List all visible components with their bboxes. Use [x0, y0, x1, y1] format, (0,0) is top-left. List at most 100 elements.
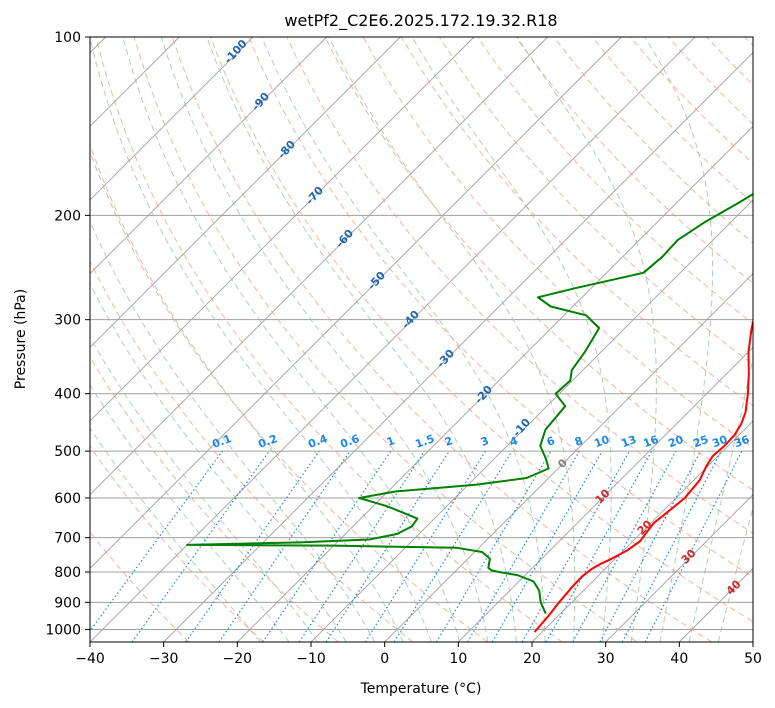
isotherm-line [605, 494, 753, 642]
y-tick-label: 600 [54, 491, 81, 507]
mixing-ratio-label: 1 [385, 434, 397, 449]
moist-adiabat-line [90, 37, 432, 642]
moist-adiabat-line [90, 336, 319, 642]
moist-adiabat-line [122, 37, 461, 642]
grid-layer [90, 37, 753, 642]
mixing-ratio-line [572, 450, 677, 642]
dry-adiabat-line [210, 37, 753, 623]
moist-adiabat-line [688, 355, 753, 642]
moist-adiabat-line [90, 282, 347, 642]
mixing-ratio-label: 6 [545, 434, 557, 449]
x-tick-label: 10 [449, 651, 467, 667]
x-tick-label: −10 [296, 651, 326, 667]
moist-adiabat-line [90, 383, 290, 642]
isotherm-line [90, 37, 475, 422]
x-axis-label: Temperature (°C) [360, 681, 482, 697]
moist-adiabat-line [90, 220, 376, 642]
mixing-ratio-label: 0.2 [256, 432, 279, 451]
y-tick-label: 700 [54, 531, 81, 547]
mixing-ratio-label: 13 [619, 433, 638, 450]
moist-adiabat-line [206, 37, 517, 642]
isotherm-line [90, 37, 696, 642]
mixing-ratio-label: 4 [508, 434, 520, 449]
mixing-ratio-label: 16 [641, 433, 660, 451]
y-tick-label: 500 [54, 444, 81, 460]
dry-adiabat-line [90, 356, 339, 642]
moist-adiabat-line [411, 37, 612, 642]
isotherm-line [90, 37, 327, 275]
y-axis-label: Pressure (hPa) [13, 289, 29, 389]
dry-adiabat-line [324, 37, 753, 491]
dry-adiabat-line [95, 37, 563, 642]
y-tick-label: 900 [54, 595, 81, 611]
dry-adiabat-line [90, 259, 414, 642]
plot-area: -100-90-80-70-60-50-40-30-20-100.1 0.2 0.4… [90, 37, 753, 642]
mixing-ratio-label: 36 [732, 433, 751, 451]
mixing-ratio-line [435, 450, 552, 642]
mixing-ratio-label: 0.1 [210, 432, 233, 451]
isotherm-line [458, 346, 753, 642]
mixing-ratio-label: 20 [666, 433, 685, 451]
mixing-ratio-label: 30 [710, 433, 729, 451]
mixing-ratio-line [185, 450, 320, 642]
mixing-ratio-label: 0.4 [306, 432, 329, 451]
y-tick-label: 200 [54, 208, 81, 224]
isotherm-line [384, 273, 753, 642]
mixing-ratio-line [466, 450, 580, 642]
x-tick-label: 20 [523, 651, 541, 667]
isotherm-line [90, 37, 401, 348]
isotherm-line [163, 52, 753, 642]
x-tick-label: −30 [149, 651, 179, 667]
mixing-ratio-label: 25 [691, 433, 710, 450]
mixing-ratio-label: 3 [479, 434, 491, 449]
moist-adiabat-line [717, 506, 753, 642]
mixing-ratio-label: 0.6 [338, 432, 361, 451]
dry-adiabat-line [515, 37, 753, 284]
dry-adiabats [90, 37, 753, 642]
mixing-ratio-line [521, 450, 631, 642]
dry-adiabat-line [171, 37, 712, 642]
isotherm-line [531, 420, 753, 642]
moist-adiabat-line [644, 37, 713, 642]
dry-adiabat-line [248, 37, 753, 578]
mixing-ratio-label: 2 [443, 434, 455, 449]
mixing-ratio-line [545, 450, 653, 642]
mixing-ratio-line [218, 450, 351, 642]
x-tick-label: 0 [380, 651, 389, 667]
y-tick-label: 100 [54, 30, 81, 46]
plot-frame [89, 36, 754, 643]
isotherm-line [90, 37, 548, 496]
mixing-ratio-label: 1.5 [413, 432, 436, 451]
axes: −40 −30 −20 −10 0 10 20 30 40 5010020030040050060… [45, 30, 762, 667]
isotherm-line [90, 37, 622, 569]
y-tick-label: 300 [54, 313, 81, 329]
y-tick-label: 800 [54, 565, 81, 581]
mixing-ratio-line [393, 450, 513, 642]
x-tick-label: −40 [75, 651, 105, 667]
dry-adiabat-line [90, 445, 264, 642]
mixing-ratio-label: 8 [573, 434, 585, 449]
y-tick-label: 1000 [45, 622, 81, 638]
moist-adiabat-line [516, 37, 657, 642]
x-tick-label: −20 [223, 651, 253, 667]
dry-adiabat-line [133, 37, 638, 642]
dewpoint-profile-line [186, 192, 753, 614]
x-tick-label: 50 [744, 651, 762, 667]
mixing-ratio-label: 10 [592, 433, 611, 451]
y-tick-label: 400 [54, 387, 81, 403]
sounding-series [186, 192, 753, 633]
moist-adiabat-line [328, 37, 576, 642]
moist-adiabats [90, 37, 753, 642]
moist-adiabat-line [160, 37, 489, 642]
moist-adiabat-line [261, 37, 546, 642]
mixing-ratio-line [325, 450, 450, 642]
moist-adiabat-line [90, 427, 261, 642]
isotherm-line [90, 37, 254, 201]
x-tick-label: 40 [670, 651, 688, 667]
dry-adiabat-line [286, 37, 753, 534]
temperature-profile-line [533, 318, 753, 633]
mixing-ratio-line [491, 450, 603, 642]
x-tick-label: 30 [597, 651, 615, 667]
